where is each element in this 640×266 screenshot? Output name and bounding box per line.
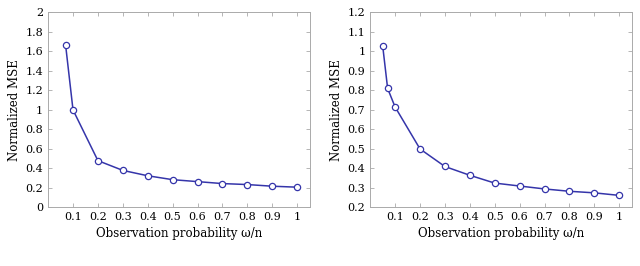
X-axis label: Observation probability ω/n: Observation probability ω/n bbox=[96, 227, 262, 239]
Y-axis label: Normalized MSE: Normalized MSE bbox=[330, 59, 344, 161]
Y-axis label: Normalized MSE: Normalized MSE bbox=[8, 59, 21, 161]
X-axis label: Observation probability ω/n: Observation probability ω/n bbox=[418, 227, 584, 239]
